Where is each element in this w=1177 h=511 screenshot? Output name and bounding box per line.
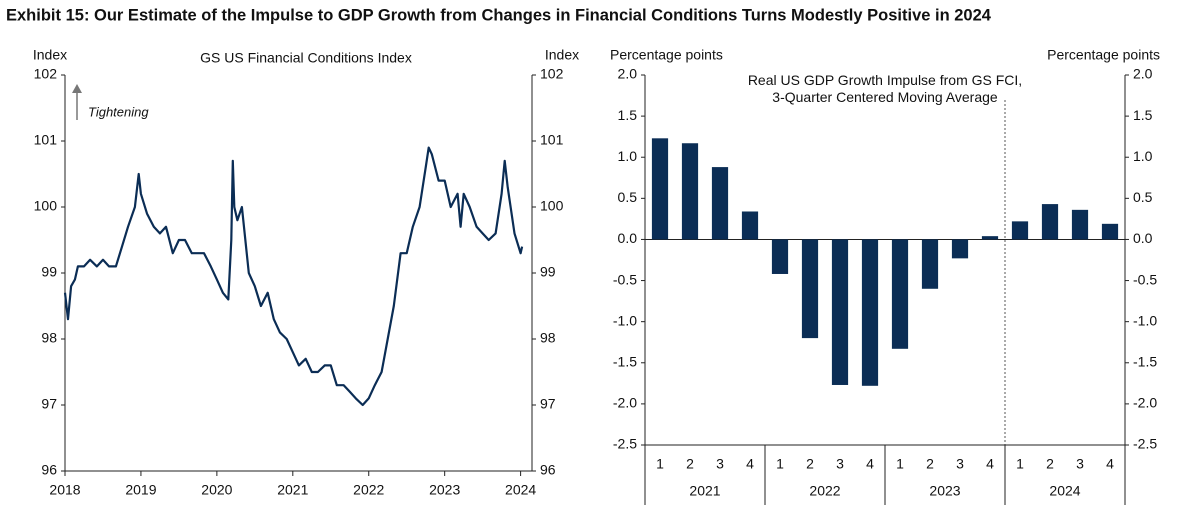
x-tick-label: 2 <box>806 456 814 472</box>
x-tick-label: 1 <box>656 456 664 472</box>
y-axis-label: Percentage points <box>610 47 723 63</box>
annotation: Tightening <box>88 104 149 119</box>
group-label: 2023 <box>929 483 960 499</box>
y2-axis-label: Percentage points <box>1047 47 1160 63</box>
y2-tick-label: 2.0 <box>1133 66 1153 82</box>
bar <box>1071 209 1089 240</box>
y2-tick-label: 100 <box>540 198 564 214</box>
y2-axis-label: Index <box>545 47 579 63</box>
x-tick-label: 2 <box>686 456 694 472</box>
y2-tick-label: 1.5 <box>1133 107 1153 123</box>
y-tick-label: -2.5 <box>613 436 637 452</box>
group-label: 2021 <box>689 483 720 499</box>
x-tick-label: 4 <box>866 456 874 472</box>
y2-tick-label: 99 <box>540 264 556 280</box>
x-tick-label: 2024 <box>505 482 536 498</box>
x-tick-label: 1 <box>896 456 904 472</box>
x-tick-label: 3 <box>716 456 724 472</box>
y-tick-label: 100 <box>34 198 58 214</box>
y-tick-label: -0.5 <box>613 271 637 287</box>
y2-tick-label: 102 <box>540 66 564 82</box>
x-tick-label: 1 <box>1016 456 1024 472</box>
bar <box>831 239 849 385</box>
arrow-head <box>72 84 82 93</box>
x-tick-label: 2021 <box>277 482 308 498</box>
y-tick-label: 1.0 <box>618 148 638 164</box>
bar <box>981 236 999 240</box>
bar <box>651 138 669 240</box>
bar <box>891 239 909 349</box>
y2-tick-label: 0.0 <box>1133 230 1153 246</box>
y-tick-label: 96 <box>41 462 57 478</box>
x-tick-label: 2018 <box>49 482 80 498</box>
x-tick-label: 4 <box>1106 456 1114 472</box>
y-tick-label: -1.5 <box>613 353 637 369</box>
x-tick-label: 3 <box>836 456 844 472</box>
y2-tick-label: 97 <box>540 396 556 412</box>
y2-tick-label: -1.5 <box>1133 353 1157 369</box>
bar <box>681 143 699 240</box>
x-tick-label: 1 <box>776 456 784 472</box>
bar <box>741 211 759 240</box>
y-tick-label: 0.5 <box>618 189 638 205</box>
bar <box>921 239 939 289</box>
bar <box>711 167 729 240</box>
y-tick-label: 98 <box>41 330 57 346</box>
y-tick-label: 1.5 <box>618 107 638 123</box>
y2-tick-label: 101 <box>540 132 564 148</box>
x-tick-label: 2 <box>926 456 934 472</box>
y-tick-label: 99 <box>41 264 57 280</box>
x-tick-label: 2 <box>1046 456 1054 472</box>
bar <box>1041 204 1059 240</box>
x-tick-label: 3 <box>956 456 964 472</box>
chart-title: GS US Financial Conditions Index <box>200 50 412 66</box>
y2-tick-label: 0.5 <box>1133 189 1153 205</box>
y-axis-label: Index <box>33 47 67 63</box>
group-label: 2022 <box>809 483 840 499</box>
bar <box>1011 221 1029 240</box>
bar <box>1101 223 1119 240</box>
bar <box>951 239 969 259</box>
bar <box>801 239 819 339</box>
x-tick-label: 4 <box>986 456 994 472</box>
y-tick-label: 97 <box>41 396 57 412</box>
x-tick-label: 3 <box>1076 456 1084 472</box>
bar <box>861 239 879 386</box>
y2-tick-label: 98 <box>540 330 556 346</box>
y-tick-label: 102 <box>34 66 58 82</box>
y-tick-label: -2.0 <box>613 395 637 411</box>
bar <box>771 239 789 274</box>
y2-tick-label: -1.0 <box>1133 312 1157 328</box>
y-tick-label: 2.0 <box>618 66 638 82</box>
x-tick-label: 2019 <box>125 482 156 498</box>
figure-title: Exhibit 15: Our Estimate of the Impulse … <box>6 6 992 24</box>
y-tick-label: -1.0 <box>613 312 637 328</box>
y2-tick-label: -0.5 <box>1133 271 1157 287</box>
chart-title: Real US GDP Growth Impulse from GS FCI, 3… <box>748 72 1022 105</box>
y-tick-label: 101 <box>34 132 58 148</box>
group-label: 2024 <box>1049 483 1080 499</box>
x-tick-label: 2020 <box>201 482 232 498</box>
y2-tick-label: 1.0 <box>1133 148 1153 164</box>
y2-tick-label: -2.0 <box>1133 395 1157 411</box>
y2-tick-label: -2.5 <box>1133 436 1157 452</box>
x-tick-label: 4 <box>746 456 754 472</box>
y-tick-label: 0.0 <box>618 230 638 246</box>
line-series <box>63 146 524 407</box>
x-tick-label: 2023 <box>429 482 460 498</box>
x-tick-label: 2022 <box>353 482 384 498</box>
y2-tick-label: 96 <box>540 462 556 478</box>
